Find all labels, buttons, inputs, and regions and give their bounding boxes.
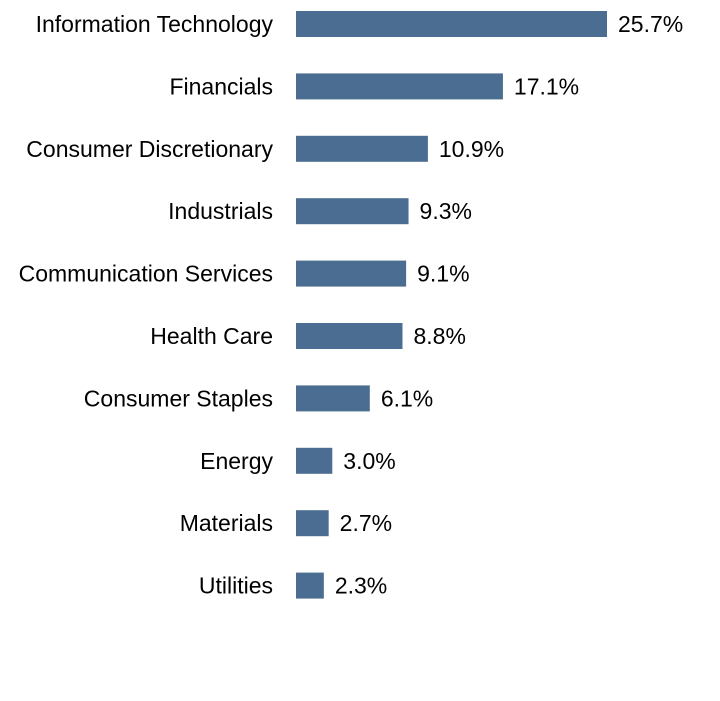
value-label: 8.8% xyxy=(413,323,465,349)
category-label: Energy xyxy=(200,448,273,474)
bar xyxy=(296,447,333,474)
category-label: Communication Services xyxy=(19,261,273,287)
value-label: 9.3% xyxy=(420,198,472,224)
bar xyxy=(296,510,329,537)
bar xyxy=(296,385,370,412)
value-label: 17.1% xyxy=(514,73,579,99)
category-label: Materials xyxy=(180,510,273,536)
value-label: 9.1% xyxy=(417,261,469,287)
bar xyxy=(296,135,428,162)
category-label: Health Care xyxy=(150,323,273,349)
bar xyxy=(296,198,409,225)
category-label: Utilities xyxy=(199,573,273,599)
bar-row: Energy 3.0% xyxy=(200,447,396,474)
value-label: 2.7% xyxy=(340,510,392,536)
bar-row: Communication Services 9.1% xyxy=(19,260,470,287)
bar-row: Consumer Staples 6.1% xyxy=(84,385,433,412)
bar-row: Industrials 9.3% xyxy=(168,198,472,225)
value-label: 3.0% xyxy=(343,448,395,474)
value-label: 2.3% xyxy=(335,573,387,599)
bar-row: Consumer Discretionary 10.9% xyxy=(26,135,504,162)
bar xyxy=(296,572,324,599)
value-label: 6.1% xyxy=(381,385,433,411)
bar xyxy=(296,260,407,287)
bar-row: Information Technology 25.7% xyxy=(36,11,683,37)
bar-row: Utilities 2.3% xyxy=(199,572,387,599)
bar-row: Materials 2.7% xyxy=(180,510,392,537)
category-label: Consumer Discretionary xyxy=(26,136,273,162)
bar xyxy=(296,73,503,100)
bar xyxy=(296,323,403,349)
category-label: Information Technology xyxy=(36,11,274,37)
bar-row: Financials 17.1% xyxy=(169,73,579,100)
category-label: Consumer Staples xyxy=(84,385,273,411)
value-label: 25.7% xyxy=(618,11,683,37)
bar xyxy=(296,11,607,37)
category-label: Industrials xyxy=(168,198,273,224)
value-label: 10.9% xyxy=(439,136,504,162)
category-label: Financials xyxy=(169,73,273,99)
bar-row: Health Care 8.8% xyxy=(150,323,466,349)
